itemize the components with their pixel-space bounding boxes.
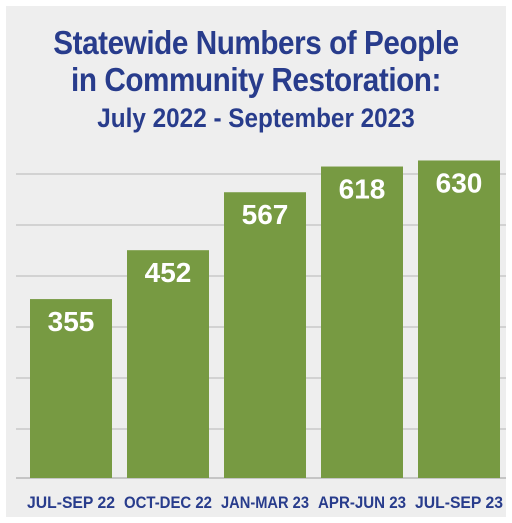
x-tick-label: OCT-DEC 22 [124,493,212,512]
x-tick-label: JAN-MAR 23 [221,493,309,512]
bar-value-label: 452 [145,257,192,288]
bar-value-label: 355 [48,306,95,337]
bar [418,160,500,478]
bar-value-label: 567 [242,199,289,230]
x-tick-label: APR-JUN 23 [318,493,406,512]
bar [321,167,403,478]
bar-chart: 355 JUL-SEP 22 452 OCT-DEC 22 567 JAN-MAR 23 6… [6,6,506,517]
bar-value-label: 630 [436,167,483,198]
bar-value-label: 618 [339,174,386,205]
chart-frame: Statewide Numbers of People in Community… [6,6,506,517]
x-tick-label: JUL-SEP 23 [415,493,503,512]
bar [224,192,306,478]
x-tick-label: JUL-SEP 22 [27,493,115,512]
